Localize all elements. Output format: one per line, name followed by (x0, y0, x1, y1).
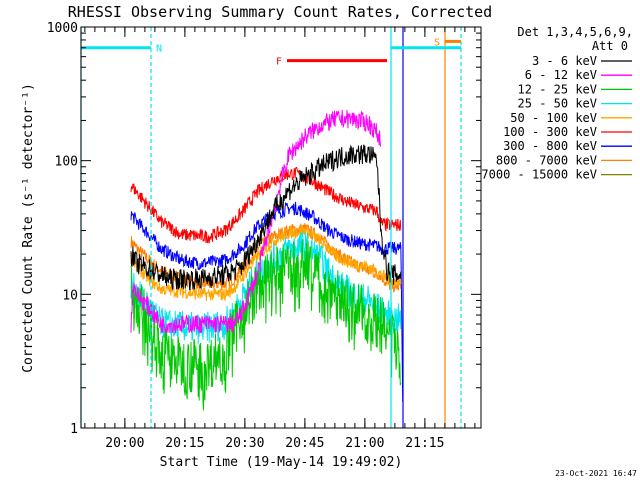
x-axis-label: Start Time (19-May-14 19:49:02) (160, 455, 403, 470)
timestamp: 23-Oct-2021 16:47 (555, 469, 637, 478)
y-axis-label: Corrected Count Rate (s⁻¹ detector⁻¹) (21, 83, 36, 373)
legend-entry-label: 300 - 800 keV (503, 139, 597, 153)
x-tick-label: 20:00 (105, 436, 144, 451)
legend-entry-label: 800 - 7000 keV (496, 153, 597, 167)
x-tick-label: 20:45 (285, 436, 324, 451)
legend-entry-label: 12 - 25 keV (518, 82, 597, 96)
series-line-5 (130, 167, 402, 244)
y-tick-label: 1 (70, 422, 78, 437)
legend-entry-label: 100 - 300 keV (503, 125, 597, 139)
series-line-1 (130, 109, 382, 335)
axes: 1 10 100 1000 20:00 20:15 20:30 20:45 21:00 21:15 (47, 21, 482, 451)
x-tick-label: 20:15 (165, 436, 204, 451)
flag-label-n: N (156, 44, 162, 55)
y-tick-label: 1000 (47, 21, 78, 36)
flag-label-s: S (434, 37, 440, 48)
series-line-2 (130, 239, 402, 411)
series-line-6 (130, 201, 404, 402)
legend-entry-label: 3 - 6 keV (532, 54, 597, 68)
plot-frame (80, 26, 482, 429)
legend-header-att: Att 0 (592, 39, 628, 53)
plot-area: N F S (80, 27, 462, 428)
series-line-0 (130, 144, 402, 291)
y-tick-label: 100 (55, 155, 78, 170)
legend-entry-label: 25 - 50 keV (518, 97, 597, 111)
x-tick-label: 20:30 (225, 436, 264, 451)
x-tick-label: 21:15 (405, 436, 444, 451)
legend-entry-label: 6 - 12 keV (525, 68, 597, 82)
y-tick-label: 10 (62, 288, 78, 303)
chart-title: RHESSI Observing Summary Count Rates, Co… (68, 3, 492, 21)
legend-entry-label: 7000 - 15000 keV (481, 168, 597, 182)
x-tick-label: 21:00 (345, 436, 384, 451)
legend-entry-label: 50 - 100 keV (510, 111, 597, 125)
flag-label-f: F (276, 57, 282, 68)
legend-header-det: Det 1,3,4,5,6,9, (517, 25, 633, 39)
